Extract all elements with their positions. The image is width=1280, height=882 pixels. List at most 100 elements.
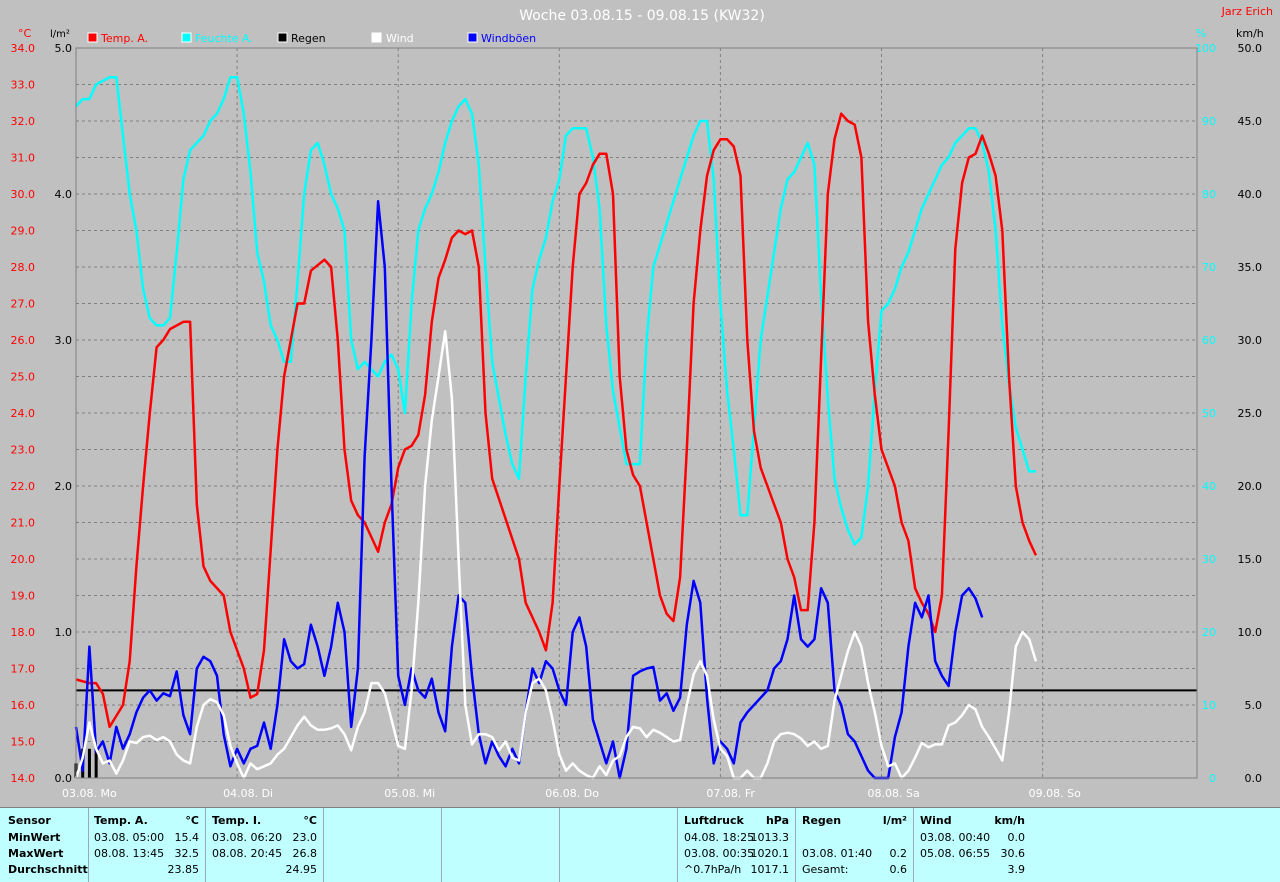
x-tick-label: 05.08. Mi [384, 787, 435, 800]
temp-tick-label: 15.0 [11, 736, 36, 749]
temp-tick-label: 19.0 [11, 590, 36, 603]
temp-tick-label: 30.0 [11, 188, 36, 201]
pressure-max-value: 1020.1 [750, 847, 790, 860]
x-tick-label: 08.08. Sa [868, 787, 920, 800]
rain-max-value: 0.2 [889, 847, 908, 860]
rain-tick-label: 3.0 [55, 334, 73, 347]
rain-max-time: 03.08. 01:40 [802, 847, 873, 860]
rain-header: Regen [802, 814, 842, 827]
temp-i-column: Temp. I. °C 03.08. 06:20 23.0 08.08. 20:… [206, 808, 324, 882]
temp-tick-label: 22.0 [11, 480, 36, 493]
plot-frame [75, 47, 1198, 779]
chart-legend: Temp. A. Feuchte A. Regen Wind Windböen [87, 32, 536, 45]
legend-label-humidity: Feuchte A. [195, 32, 253, 45]
temp-a-min-value: 15.4 [174, 831, 200, 844]
legend-label-wind: Wind [386, 32, 414, 45]
wind-header: Wind [920, 814, 952, 827]
pressure-max-time: 03.08. 00:35 [684, 847, 755, 860]
temp-a-min-time: 03.08. 05:00 [94, 831, 165, 844]
temp-i-max-time: 08.08. 20:45 [212, 847, 283, 860]
temp-i-min-time: 03.08. 06:20 [212, 831, 283, 844]
wind-tick-label: 25.0 [1238, 407, 1263, 420]
temp-tick-label: 29.0 [11, 225, 36, 238]
legend-label-rain: Regen [291, 32, 326, 45]
wind-tick-label: 5.0 [1245, 699, 1263, 712]
temp-a-header: Temp. A. [94, 814, 148, 827]
x-tick-label: 09.08. So [1029, 787, 1081, 800]
wind-tick-label: 10.0 [1238, 626, 1263, 639]
wind-tick-label: 50.0 [1238, 42, 1263, 55]
temp-tick-label: 21.0 [11, 517, 36, 530]
wind-unit: km/h [994, 814, 1025, 827]
wind-tick-label: 15.0 [1238, 553, 1263, 566]
temp-tick-label: 32.0 [11, 115, 36, 128]
rain-unit: l/m² [882, 814, 907, 827]
row-max-label: MaxWert [8, 847, 64, 860]
temp-tick-label: 24.0 [11, 407, 36, 420]
wind-tick-label: 40.0 [1238, 188, 1263, 201]
humidity-tick-label: 60 [1202, 334, 1216, 347]
rain-tick-label: 2.0 [55, 480, 73, 493]
temp-tick-label: 16.0 [11, 699, 36, 712]
humidity-tick-label: 50 [1202, 407, 1216, 420]
temp-tick-label: 14.0 [11, 772, 36, 785]
temp-i-avg-value: 24.95 [285, 863, 318, 876]
temp-tick-label: 23.0 [11, 444, 36, 457]
temp-unit-label: °C [18, 27, 32, 40]
temp-tick-label: 31.0 [11, 152, 36, 165]
temp-i-min-value: 23.0 [292, 831, 318, 844]
humidity-unit-label: % [1196, 27, 1206, 40]
wind-avg-value: 3.9 [1007, 863, 1026, 876]
temp-tick-label: 20.0 [11, 553, 36, 566]
chart-grid [76, 48, 1197, 778]
pressure-unit: hPa [765, 814, 789, 827]
chart-series [74, 75, 1197, 780]
humidity-tick-label: 40 [1202, 480, 1216, 493]
wind-gusts-line [74, 200, 984, 780]
legend-swatch-rain [277, 32, 288, 43]
x-tick-label: 04.08. Di [223, 787, 273, 800]
wind-tick-label: 20.0 [1238, 480, 1263, 493]
temp-a-unit: °C [185, 814, 199, 827]
pressure-column: Luftdruck hPa 04.08. 18:25 1013.3 03.08.… [678, 808, 796, 882]
wind-max-time: 05.08. 06:55 [920, 847, 991, 860]
humidity-tick-label: 0 [1209, 772, 1216, 785]
temp-tick-label: 25.0 [11, 371, 36, 384]
temp-i-unit: °C [303, 814, 317, 827]
row-avg-label: Durchschnitt [8, 863, 88, 876]
row-min-label: MinWert [8, 831, 61, 844]
axis-ticks: 34.0 33.0 32.0 31.0 30.0 29.0 28.0 27.0 26.0 25.0… [11, 42, 1263, 800]
pressure-avg-value: 1017.1 [750, 863, 790, 876]
wind-min-value: 0.0 [1007, 831, 1026, 844]
wind-line [74, 329, 1038, 780]
wind-tick-label: 30.0 [1238, 334, 1263, 347]
humidity-tick-label: 90 [1202, 115, 1216, 128]
rain-tick-label: 5.0 [55, 42, 73, 55]
wind-tick-label: 45.0 [1238, 115, 1263, 128]
pressure-header: Luftdruck [684, 814, 744, 827]
legend-swatch-gusts [467, 32, 478, 43]
rain-bar [87, 748, 91, 778]
humidity-tick-label: 20 [1202, 626, 1216, 639]
wind-min-time: 03.08. 00:40 [920, 831, 991, 844]
temp-a-column: Temp. A. °C 03.08. 05:00 15.4 08.08. 13:… [89, 808, 206, 882]
humidity-line [75, 75, 1036, 546]
empty-column-2 [442, 808, 560, 882]
temp-tick-label: 27.0 [11, 298, 36, 311]
wind-unit-label: km/h [1236, 27, 1264, 40]
humidity-tick-label: 100 [1195, 42, 1216, 55]
humidity-tick-label: 30 [1202, 553, 1216, 566]
chart-title: Woche 03.08.15 - 09.08.15 (KW32) [519, 8, 765, 24]
temp-tick-label: 18.0 [11, 626, 36, 639]
rain-column: Regen l/m² 03.08. 01:40 0.2 Gesamt: 0.6 [796, 808, 914, 882]
x-tick-label: 06.08. Do [545, 787, 599, 800]
sensor-header: Sensor [8, 814, 51, 827]
legend-swatch-humidity [181, 32, 192, 43]
humidity-tick-label: 10 [1202, 699, 1216, 712]
temp-a-max-time: 08.08. 13:45 [94, 847, 165, 860]
humidity-tick-label: 80 [1202, 188, 1216, 201]
humidity-tick-label: 70 [1202, 261, 1216, 274]
rain-tick-label: 4.0 [55, 188, 73, 201]
sensor-column: Sensor MinWert MaxWert Durchschnitt [0, 808, 89, 882]
legend-swatch-temp [87, 32, 98, 43]
